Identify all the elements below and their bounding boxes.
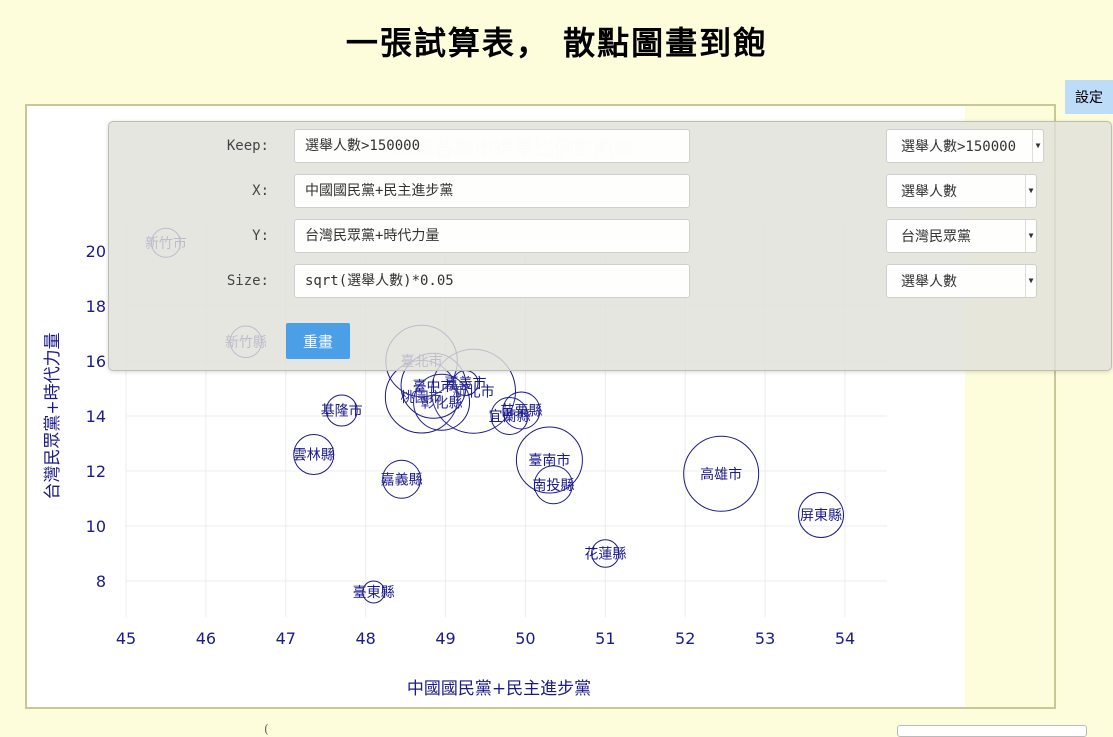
y-tick-label: 20 <box>86 242 106 261</box>
point-label: 高雄市 <box>700 466 742 483</box>
point-bubble[interactable] <box>362 580 386 604</box>
point-label: 雲林縣 <box>293 448 335 464</box>
chevron-down-icon: ▼ <box>1025 265 1036 297</box>
size-select-value: 選舉人數 <box>901 274 957 290</box>
point-label: 桃園市 <box>401 389 443 406</box>
y-row: Y: 台灣民眾黨+時代力量 台灣民眾黨 ▼ <box>109 219 1109 255</box>
y-tick-label: 12 <box>86 462 106 481</box>
data-point[interactable]: 臺東縣 <box>353 580 395 604</box>
data-point[interactable]: 雲林縣 <box>293 434 335 475</box>
x-tick-label: 48 <box>355 629 375 648</box>
point-bubble[interactable] <box>293 434 335 475</box>
point-bubble[interactable] <box>533 465 573 505</box>
y-tick-label: 10 <box>86 517 106 536</box>
data-point[interactable]: 桃園市 <box>384 360 459 434</box>
x-tick-label: 52 <box>675 629 695 648</box>
point-bubble[interactable] <box>683 435 760 512</box>
chevron-down-icon: ▼ <box>1025 175 1036 207</box>
x-input[interactable]: 中國國民黨+民主進步黨 <box>294 174 690 208</box>
point-label: 臺南市 <box>528 452 570 469</box>
data-point[interactable]: 基隆市 <box>321 394 363 427</box>
point-label: 嘉義縣 <box>381 471 423 488</box>
chevron-down-icon: ▼ <box>1025 220 1036 252</box>
point-bubble[interactable] <box>413 373 471 431</box>
chevron-down-icon: ▼ <box>1032 130 1043 162</box>
point-label: 臺東縣 <box>353 585 395 601</box>
x-tick-label: 45 <box>116 629 136 648</box>
data-point[interactable]: 彰化縣 <box>413 373 471 431</box>
point-bubble[interactable] <box>798 492 845 538</box>
point-bubble[interactable] <box>502 391 541 430</box>
point-bubble[interactable] <box>325 394 358 427</box>
keep-select-value: 選舉人數>150000 <box>901 139 1017 155</box>
keep-input[interactable]: 選舉人數>150000 <box>294 129 690 163</box>
x-select-value: 選舉人數 <box>901 184 957 200</box>
y-input[interactable]: 台灣民眾黨+時代力量 <box>294 219 690 253</box>
keep-row: Keep: 選舉人數>150000 選舉人數>150000 ▼ <box>109 129 1109 165</box>
point-label: 苗栗縣 <box>500 404 542 420</box>
data-point[interactable]: 高雄市 <box>683 435 760 512</box>
y-tick-label: 14 <box>86 407 106 426</box>
tick-labels: 45 46 47 48 49 50 51 52 53 54 8 10 12 14 16 18 20 <box>86 242 856 648</box>
y-select[interactable]: 台灣民眾黨 ▼ <box>886 219 1037 253</box>
x-tick-label: 51 <box>595 629 615 648</box>
data-point[interactable]: 花蓮縣 <box>584 539 626 568</box>
y-label: Y: <box>252 228 269 244</box>
y-tick-label: 8 <box>96 572 106 591</box>
x-row: X: 中國國民黨+民主進步黨 選舉人數 ▼ <box>109 174 1109 210</box>
size-input[interactable]: sqrt(選舉人數)*0.05 <box>294 264 690 298</box>
point-bubble[interactable] <box>515 426 583 494</box>
point-label: 南投縣 <box>532 478 574 494</box>
x-tick-label: 53 <box>755 629 775 648</box>
x-tick-label: 49 <box>435 629 455 648</box>
x-label: X: <box>252 183 269 199</box>
x-tick-label: 50 <box>515 629 535 648</box>
redraw-button[interactable]: 重畫 <box>286 323 350 359</box>
settings-panel: Keep: 選舉人數>150000 選舉人數>150000 ▼ X: 中國國民黨… <box>108 121 1112 371</box>
point-label: 花蓮縣 <box>584 547 626 563</box>
x-tick-label: 47 <box>276 629 296 648</box>
x-tick-label: 46 <box>196 629 216 648</box>
y-tick-label: 18 <box>86 297 106 316</box>
point-label: 屏東縣 <box>800 508 842 524</box>
settings-button[interactable]: 設定 <box>1065 80 1113 114</box>
x-axis-label: 中國國民黨+民主進步黨 <box>407 679 591 699</box>
point-bubble[interactable] <box>490 397 529 435</box>
x-select[interactable]: 選舉人數 ▼ <box>886 174 1037 208</box>
keep-label: Keep: <box>226 138 269 154</box>
data-point[interactable]: 屏東縣 <box>798 492 845 538</box>
data-point[interactable]: 南投縣 <box>532 465 574 505</box>
data-point[interactable]: 臺南市 <box>515 426 583 494</box>
point-label: 新北市 <box>453 383 495 400</box>
page-title: 一張試算表， 散點圖畫到飽 <box>345 24 768 62</box>
point-label: 基隆市 <box>321 403 363 420</box>
bottom-control[interactable] <box>897 725 1087 737</box>
size-row: Size: sqrt(選舉人數)*0.05 選舉人數 ▼ <box>109 264 1109 300</box>
point-label: 彰化縣 <box>421 394 463 411</box>
size-label: Size: <box>226 273 269 289</box>
y-axis-label: 台灣民眾黨+時代力量 <box>43 332 63 499</box>
bottom-paren: ( <box>264 722 269 736</box>
point-label: 臺中市 <box>413 378 455 395</box>
keep-select[interactable]: 選舉人數>150000 ▼ <box>886 129 1044 163</box>
data-point[interactable]: 苗栗縣 <box>500 391 542 430</box>
data-point[interactable]: 嘉義縣 <box>381 459 423 499</box>
y-select-value: 台灣民眾黨 <box>901 229 971 245</box>
data-point[interactable]: 宜蘭縣 <box>488 397 530 435</box>
point-bubble[interactable] <box>382 459 422 499</box>
y-tick-label: 16 <box>86 352 106 371</box>
size-select[interactable]: 選舉人數 ▼ <box>886 264 1037 298</box>
point-bubble[interactable] <box>591 539 620 568</box>
point-label: 宜蘭縣 <box>488 409 530 425</box>
x-tick-label: 54 <box>835 629 855 648</box>
